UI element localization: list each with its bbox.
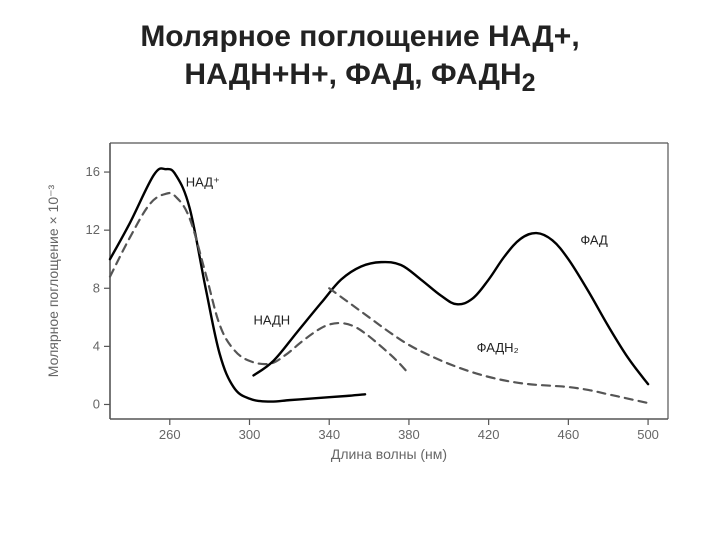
title-line-1: Молярное поглощение НАД+,	[140, 20, 579, 53]
chart-svg: 260 300 340 380 420 460 500 0 4 8 12 16 Длина волны …	[40, 129, 680, 469]
svg-text:8: 8	[93, 280, 100, 295]
series-nadh	[110, 193, 409, 374]
title-line-2: НАДН+Н+, ФАД, ФАДН	[184, 58, 521, 91]
svg-text:380: 380	[398, 427, 420, 442]
absorption-chart: 260 300 340 380 420 460 500 0 4 8 12 16 Длина волны …	[40, 129, 680, 469]
svg-text:260: 260	[159, 427, 181, 442]
series-label-fad: ФАД	[580, 232, 608, 247]
series-label-fadh2: ФАДН₂	[477, 340, 519, 355]
series-fad	[253, 233, 648, 384]
svg-text:420: 420	[478, 427, 500, 442]
svg-text:0: 0	[93, 396, 100, 411]
svg-text:16: 16	[86, 164, 100, 179]
series-label-nad_plus: НАД⁺	[186, 174, 220, 189]
svg-text:500: 500	[637, 427, 659, 442]
svg-text:Молярное поглощение × 10⁻³: Молярное поглощение × 10⁻³	[45, 184, 61, 377]
page-title: Молярное поглощение НАД+, НАДН+Н+, ФАД, …	[140, 18, 579, 99]
slide: Молярное поглощение НАД+, НАДН+Н+, ФАД, …	[0, 0, 720, 540]
svg-text:12: 12	[86, 222, 100, 237]
svg-text:300: 300	[239, 427, 261, 442]
svg-text:460: 460	[558, 427, 580, 442]
svg-text:Длина волны (нм): Длина волны (нм)	[331, 446, 447, 462]
series-nad_plus	[110, 168, 365, 401]
series-label-nadh: НАДН	[253, 312, 290, 327]
svg-text:340: 340	[318, 427, 340, 442]
svg-text:4: 4	[93, 338, 100, 353]
title-subscript: 2	[522, 69, 536, 97]
